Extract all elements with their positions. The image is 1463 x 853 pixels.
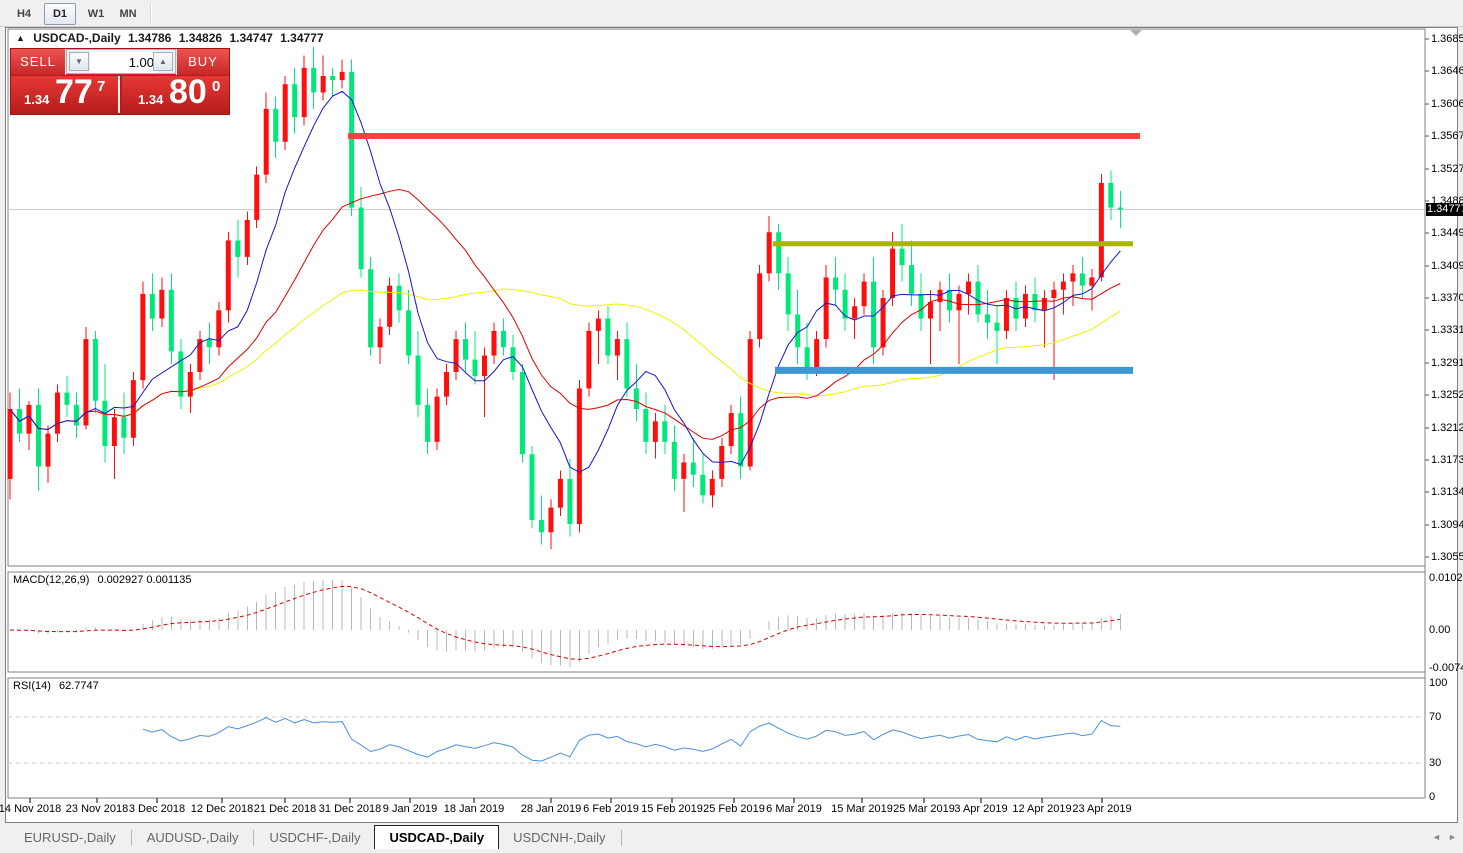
- ohlc-high: 1.34826: [178, 31, 223, 45]
- symbol-tab-usdcad[interactable]: USDCAD-,Daily: [374, 825, 500, 849]
- price-axis-label: 1.33700: [1431, 291, 1463, 304]
- price-axis-label: 1.33310: [1431, 324, 1463, 337]
- date-axis-label: 15 Mar 2019: [831, 803, 893, 815]
- one-click-trade-widget: SELL ▼ ▲ BUY 1.34 77 7 1.34 80 0: [10, 48, 230, 115]
- rsi-axis-label: 70: [1429, 711, 1442, 724]
- symbol-tab-usdchf[interactable]: USDCHF-,Daily: [269, 830, 361, 845]
- symbol-name: USDCAD-,Daily: [33, 31, 121, 45]
- price-axis-label: 1.32910: [1431, 356, 1463, 369]
- volume-decrease-button[interactable]: ▼: [69, 52, 89, 71]
- tab-separator: [620, 830, 622, 846]
- rsi-pane-label: RSI(14) 62.7747: [13, 680, 104, 692]
- date-axis-label: 18 Jan 2019: [443, 803, 505, 815]
- volume-increase-button[interactable]: ▲: [153, 52, 173, 71]
- volume-spinner: ▼ ▲: [66, 49, 176, 74]
- date-axis-label: 31 Dec 2018: [318, 803, 382, 815]
- price-axis-label: 1.36060: [1431, 97, 1463, 110]
- symbol-tab-eurusd[interactable]: EURUSD-,Daily: [24, 830, 116, 845]
- collapse-triangle-icon[interactable]: ▲: [16, 33, 25, 43]
- price-axis-label: 1.32120: [1431, 421, 1463, 434]
- price-axis-label: 1.34490: [1431, 227, 1463, 240]
- buy-price-big: 80: [169, 73, 207, 111]
- date-axis-label: 21 Dec 2018: [253, 803, 317, 815]
- macd-axis-label: 0.00: [1429, 624, 1451, 636]
- sell-price-big: 77: [55, 73, 93, 111]
- price-axis-label: 1.31730: [1431, 453, 1463, 466]
- tab-separator: [253, 830, 255, 846]
- ohlc-low: 1.34747: [229, 31, 273, 45]
- date-axis-label: 12 Apr 2019: [1012, 803, 1072, 815]
- timeframe-button-d1[interactable]: D1: [44, 3, 76, 25]
- volume-input[interactable]: [90, 52, 158, 73]
- price-axis-label: 1.36460: [1431, 65, 1463, 78]
- price-axis-label: 1.32520: [1431, 389, 1463, 401]
- tab-separator: [130, 830, 132, 846]
- date-axis-label: 28 Jan 2019: [520, 803, 582, 815]
- current-price-tag: 1.34777: [1426, 203, 1463, 216]
- date-axis-label: 6 Feb 2019: [583, 803, 639, 815]
- date-axis-label: 14 Nov 2018: [0, 803, 62, 815]
- date-axis-label: 23 Apr 2019: [1072, 803, 1132, 815]
- price-axis-label: 1.30940: [1431, 518, 1463, 531]
- sell-price-panel[interactable]: 1.34 77 7: [11, 73, 120, 113]
- buy-price-panel[interactable]: 1.34 80 0: [122, 73, 229, 113]
- macd-indicator-values: 0.002927 0.001135: [97, 574, 192, 586]
- ohlc-open: 1.34786: [127, 31, 172, 45]
- timeframe-button-w1[interactable]: W1: [87, 8, 105, 20]
- date-axis-label: 25 Feb 2019: [703, 803, 765, 815]
- rsi-indicator-value: 62.7747: [58, 680, 99, 692]
- toolbar-divider: [150, 4, 152, 22]
- date-axis-label: 9 Jan 2019: [382, 803, 438, 815]
- rsi-indicator-name: RSI(14): [13, 680, 51, 692]
- date-axis-label: 23 Nov 2018: [65, 803, 129, 815]
- sell-price-pip: 7: [97, 78, 106, 95]
- timeframe-button-h4[interactable]: H4: [16, 8, 32, 20]
- rsi-axis-label: 0: [1429, 791, 1436, 803]
- ohlc-close: 1.34777: [280, 31, 324, 45]
- date-axis-label: 3 Apr 2019: [954, 803, 1008, 815]
- rsi-axis-label: 100: [1429, 677, 1448, 689]
- symbol-tab-audusd[interactable]: AUDUSD-,Daily: [146, 830, 239, 845]
- sell-button[interactable]: SELL: [11, 49, 66, 75]
- buy-price-pip: 0: [212, 78, 221, 95]
- sell-price-prefix: 1.34: [24, 92, 50, 107]
- buy-button[interactable]: BUY: [176, 49, 229, 75]
- macd-pane-label: MACD(12,26,9) 0.002927 0.001135: [13, 574, 196, 586]
- price-axis-label: 1.35670: [1431, 130, 1463, 143]
- price-axis-label: 1.34090: [1431, 259, 1463, 272]
- price-axis-label: 1.35270: [1431, 162, 1463, 175]
- date-axis-label: 6 Mar 2019: [766, 803, 822, 815]
- macd-axis-label: -0.007477: [1429, 662, 1463, 674]
- symbol-tab-bar: EURUSD-,Daily AUDUSD-,Daily USDCHF-,Daily U…: [0, 823, 1463, 853]
- macd-indicator-name: MACD(12,26,9): [13, 574, 90, 586]
- timeframe-button-mn[interactable]: MN: [119, 8, 137, 20]
- date-axis-label: 12 Dec 2018: [190, 803, 254, 815]
- date-axis-label: 15 Feb 2019: [641, 803, 703, 815]
- price-axis-label: 1.31340: [1431, 486, 1463, 499]
- buy-price-prefix: 1.34: [138, 92, 164, 107]
- macd-axis-label: 0.010229: [1429, 571, 1463, 584]
- symbol-tab-usdcnh[interactable]: USDCNH-,Daily: [513, 830, 606, 845]
- date-axis-label: 25 Mar 2019: [893, 803, 955, 815]
- chart-symbol-header: ▲ USDCAD-,Daily 1.34786 1.34826 1.34747 …: [16, 31, 328, 45]
- date-axis-label: 3 Dec 2018: [128, 803, 186, 815]
- timeframe-toolbar: H4 D1 W1 MN: [0, 0, 1463, 27]
- rsi-axis-label: 30: [1429, 756, 1442, 769]
- tab-scroll-left-icon[interactable]: ◄: [1432, 832, 1441, 842]
- price-axis-label: 1.36850: [1431, 33, 1463, 45]
- tab-scroll-right-icon[interactable]: ►: [1448, 832, 1457, 842]
